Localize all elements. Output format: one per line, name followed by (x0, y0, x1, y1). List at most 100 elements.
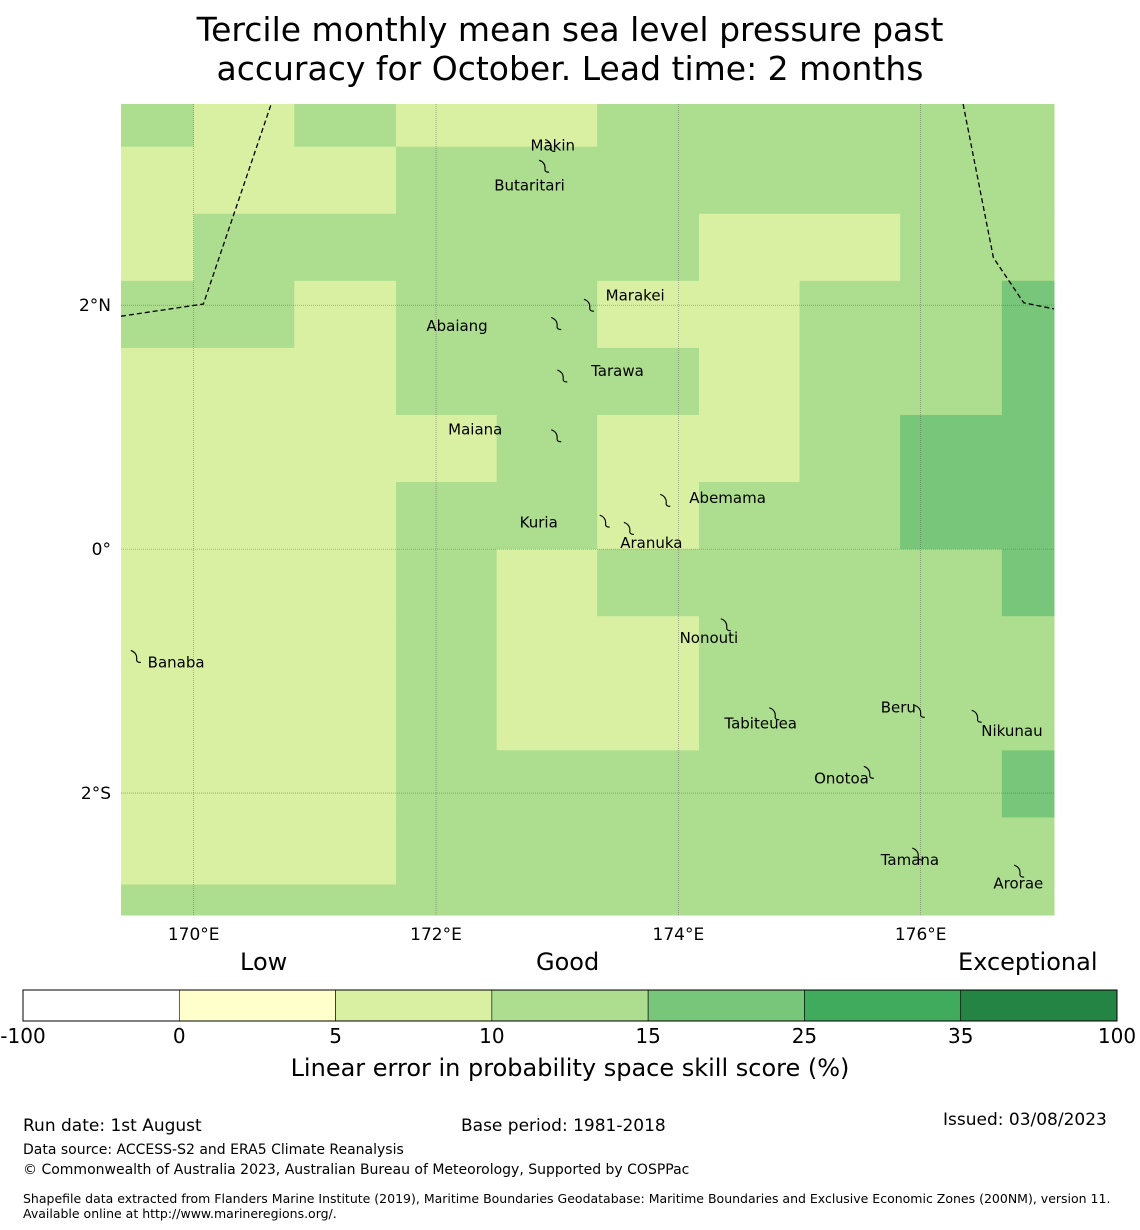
title-line-2: accuracy for October. Lead time: 2 month… (216, 49, 924, 88)
skill-cell (121, 616, 397, 751)
skill-cell (900, 213, 1055, 282)
skill-cell (1001, 750, 1055, 818)
eez-boundaries (120, 103, 1055, 317)
skill-cell (396, 616, 498, 751)
y-tick-label: 0° (92, 540, 111, 560)
island-label: Nonouti (680, 629, 739, 647)
skill-cell (121, 347, 397, 416)
skill-cell (396, 482, 598, 550)
island-label: Nikunau (981, 722, 1042, 740)
island-outline (599, 514, 610, 528)
skill-cell (496, 549, 598, 617)
island-label: Abemama (689, 489, 766, 507)
copyright: © Commonwealth of Australia 2023, Austra… (23, 1162, 690, 1178)
island-label: Tarawa (590, 362, 644, 380)
skill-cell (121, 884, 1055, 916)
skill-cell (121, 482, 397, 550)
island-outline (971, 709, 982, 723)
colorbar-title: Linear error in probability space skill … (290, 1054, 850, 1082)
island-label: Banaba (148, 654, 205, 672)
skill-cell (396, 146, 1055, 215)
skill-cell (396, 817, 1055, 886)
colorbar-bin (647, 989, 805, 1022)
skill-cell (121, 104, 195, 148)
skill-cell (799, 414, 901, 483)
colorbar-tick-label: 10 (479, 1024, 505, 1048)
colorbar-bin (22, 989, 180, 1022)
island-label: Makin (531, 136, 576, 154)
skill-cell (799, 347, 1003, 416)
skill-cell (121, 750, 397, 818)
colorbar-bin (804, 989, 962, 1022)
island-outline (583, 298, 594, 312)
island-outline (769, 707, 780, 721)
skill-cell (193, 213, 700, 282)
island-label: Kuria (520, 513, 558, 531)
y-tick-label: 2°N (79, 296, 111, 316)
x-tick-label: 176°E (895, 925, 947, 945)
skill-cell (900, 414, 1055, 483)
island-label: Onotoa (814, 769, 869, 787)
skill-cell (396, 280, 598, 349)
skill-cell (698, 482, 901, 550)
island-outline (551, 316, 562, 331)
run-date: Run date: 1st August (23, 1116, 202, 1136)
colorbar-bin (178, 989, 336, 1022)
skill-cell (1001, 549, 1055, 617)
skill-cell (698, 347, 801, 416)
skill-cell (396, 549, 498, 617)
island-label: Aranuka (620, 534, 682, 552)
skill-cell (294, 280, 397, 349)
skill-cell (396, 347, 700, 416)
skill-cell (597, 414, 801, 483)
map-title: Tercile monthly mean sea level pressure … (0, 10, 1140, 88)
island-outline (660, 493, 671, 507)
colorbar-tick-label: 35 (947, 1024, 974, 1048)
skill-cell (121, 414, 498, 483)
island-label: Butaritari (494, 177, 565, 195)
data-source: Data source: ACCESS-S2 and ERA5 Climate … (23, 1142, 404, 1158)
island-outline (623, 521, 634, 535)
skill-cell (121, 549, 397, 617)
island-outline (557, 369, 568, 383)
colorbar-label-low: Low (240, 948, 288, 976)
skill-cell (597, 104, 1055, 148)
x-tick-label: 170°E (168, 925, 220, 945)
colorbar-tick-label: 15 (635, 1024, 661, 1048)
skill-cell (496, 616, 700, 751)
colorbar-tick-label: 100 (1097, 1024, 1137, 1048)
skill-cell (496, 414, 598, 483)
island-label: Beru (881, 699, 916, 717)
skill-cell (698, 616, 1055, 751)
skill-cell (121, 817, 397, 886)
island-outline (863, 765, 874, 779)
skill-cell (121, 146, 397, 215)
skill-cells (121, 104, 1055, 916)
island-label: Tamana (880, 851, 939, 869)
colorbar-tick-label: 25 (791, 1024, 818, 1048)
y-tick-label: 2°S (81, 784, 111, 804)
shapefile-note: Shapefile data extracted from Flanders M… (23, 1191, 1111, 1221)
skill-cell (396, 750, 1003, 818)
title-line-1: Tercile monthly mean sea level pressure … (196, 10, 944, 49)
skill-cell (698, 213, 901, 282)
colorbar-tick-label: -100 (0, 1024, 46, 1048)
skill-cell (597, 280, 801, 349)
skill-cell (396, 104, 598, 148)
skill-cell (799, 280, 1003, 349)
x-tick-label: 174°E (653, 925, 705, 945)
island-outline (130, 649, 141, 664)
base-period: Base period: 1981-2018 (461, 1116, 666, 1136)
colorbar (22, 989, 1118, 1022)
colorbar-bin (960, 989, 1118, 1022)
colorbar-tick-label: 5 (329, 1024, 342, 1048)
skill-cell (597, 482, 700, 550)
colorbar-bin (491, 989, 649, 1022)
skill-cell (1001, 347, 1055, 416)
island-label: Maiana (448, 421, 502, 439)
colorbar-label-good: Good (536, 948, 600, 976)
island-label: Arorae (993, 874, 1043, 892)
islands: Makin Butaritari Marakei Abaiang Tarawa Maian… (130, 136, 1043, 892)
eez-boundary-east (962, 103, 1055, 310)
island-outline (720, 618, 731, 632)
